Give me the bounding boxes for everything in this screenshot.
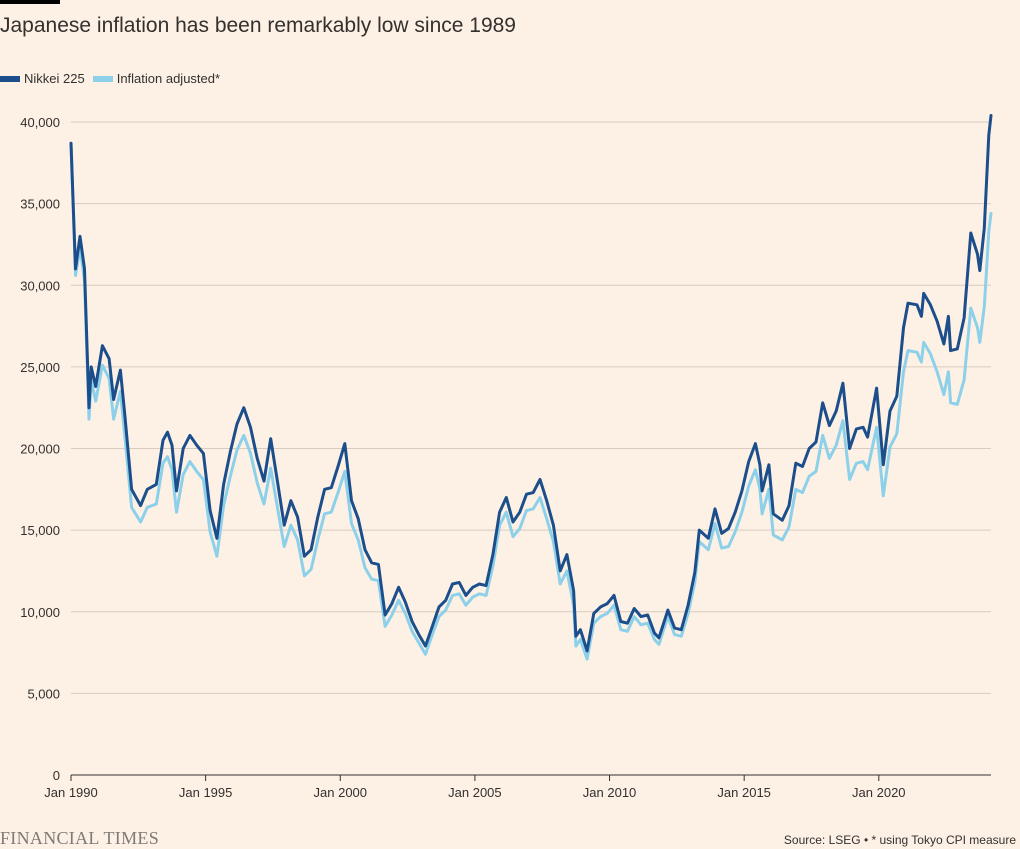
top-rule (0, 0, 60, 4)
legend: Nikkei 225 Inflation adjusted* (0, 71, 228, 86)
y-tick-label: 15,000 (20, 523, 60, 538)
legend-item-nikkei: Nikkei 225 (0, 71, 85, 86)
source-note: Source: LSEG • * using Tokyo CPI measure (783, 833, 1016, 847)
legend-label-adjusted: Inflation adjusted* (116, 71, 221, 86)
legend-label-nikkei: Nikkei 225 (24, 71, 85, 86)
x-tick-label: Jan 1990 (44, 785, 98, 800)
x-tick-label: Jan 2015 (717, 785, 771, 800)
chart-title: Japanese inflation has been remarkably l… (0, 14, 516, 37)
x-tick-label: Jan 2020 (852, 785, 906, 800)
y-tick-label: 5,000 (27, 686, 60, 701)
legend-swatch-nikkei (0, 75, 20, 82)
legend-swatch-adjusted (92, 75, 113, 82)
y-tick-label: 20,000 (20, 442, 60, 457)
series-line-inflation-adjusted (69, 141, 993, 661)
y-tick-label: 35,000 (20, 197, 60, 212)
x-tick-label: Jan 2005 (448, 785, 502, 800)
series-line-nikkei (69, 114, 993, 653)
x-tick-label: Jan 1995 (179, 785, 233, 800)
legend-item-adjusted: Inflation adjusted* (92, 71, 221, 86)
y-tick-label: 40,000 (20, 115, 60, 130)
x-tick-label: Jan 2000 (314, 785, 368, 800)
x-tick-label: Jan 2010 (583, 785, 637, 800)
brand-logo: FINANCIAL TIMES (0, 828, 160, 848)
y-tick-label: 25,000 (20, 360, 60, 375)
y-tick-label: 0 (53, 768, 60, 783)
y-tick-label: 30,000 (20, 278, 60, 293)
y-tick-label: 10,000 (20, 605, 60, 620)
